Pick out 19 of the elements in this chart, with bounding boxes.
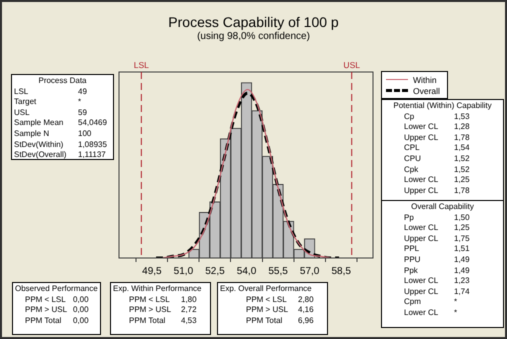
x-tick-label: 54,0 bbox=[236, 266, 257, 277]
x-tick-label: 49,5 bbox=[142, 266, 162, 277]
x-tick-label: 57,0 bbox=[300, 266, 320, 277]
x-tick-label: 58,5 bbox=[331, 266, 352, 277]
text: Exp. Within Performance PPM < LSL 1,80 PPM > USL 2,72 PPM Total 4,53 bbox=[113, 284, 202, 325]
ref-line-label: LSL bbox=[134, 60, 150, 70]
x-tick-label: 51,0 bbox=[174, 266, 194, 277]
text: Process Data LSL 49 Target * USL 59 Sample Mean 54,0469 Sample N 100 StDev(Within) 1,08935 StDev(Overall) 1,11137 bbox=[14, 76, 107, 160]
text: Overall Capability Pp 1,50 Lower CL 1,25 Upper CL 1,75 PPL 1,51 PPU 1,49 Ppk 1,49 Lower CL 1,23 Upper CL 1,74 Cpm * Lower CL * bbox=[404, 202, 474, 317]
chart-subtitle: (using 98,0% confidence) bbox=[196, 31, 311, 42]
ref-line-label: USL bbox=[343, 60, 360, 70]
text: Exp. Overall Performance PPM < LSL 2,80 PPM > USL 4,16 PPM Total 6,96 bbox=[220, 284, 314, 325]
text: Potential (Within) Capability Cp 1,53 Lower CL 1,28 Upper CL 1,78 CPL 1,54 CPU 1,52 Cpk 1,52 Lower CL 1,25 Upper CL 1,78 bbox=[393, 101, 492, 195]
legend-label: Overall bbox=[413, 86, 440, 96]
text: Observed Performance PPM < LSL 0,00 PPM > USL 0,00 PPM Total 0,00 bbox=[15, 284, 98, 325]
x-tick-label: 52,5 bbox=[205, 266, 226, 277]
x-tick-label: 55,5 bbox=[268, 266, 288, 277]
chart-title: Process Capability of 100 p bbox=[167, 14, 340, 30]
legend-label: Within bbox=[413, 74, 437, 84]
